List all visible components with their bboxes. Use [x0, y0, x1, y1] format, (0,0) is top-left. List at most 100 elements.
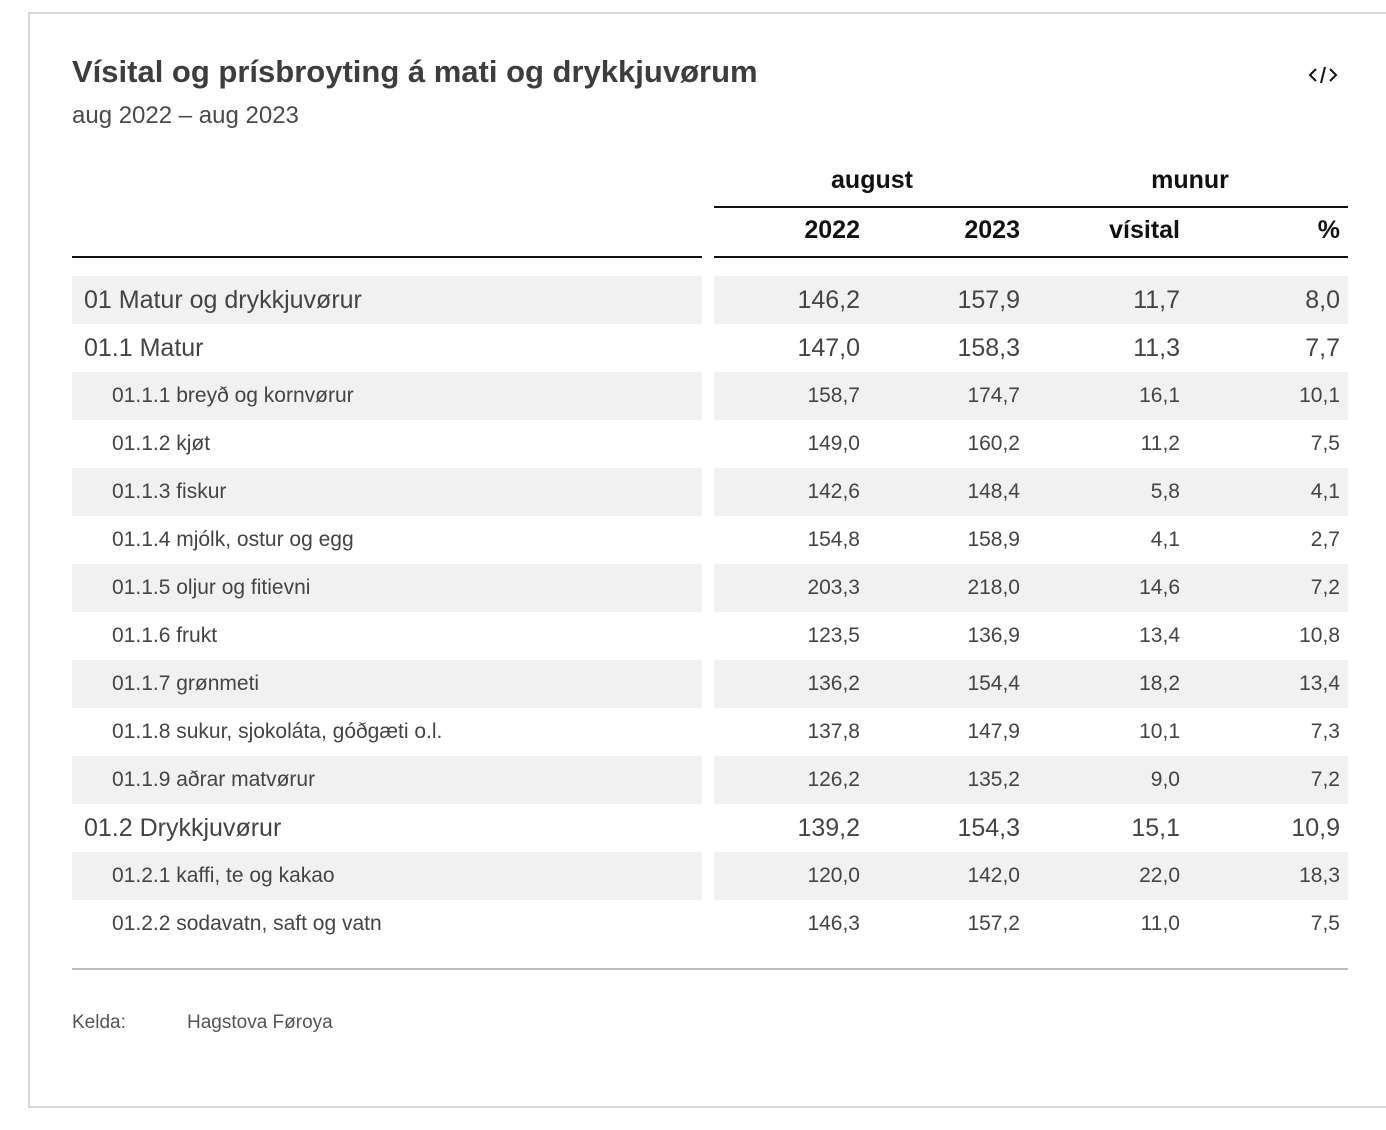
- row-label: 01.1.4 mjólk, ostur og egg: [112, 528, 354, 551]
- table-row: 01.2.1 kaffi, te og kakao 120,0 142,0 22,0 1…: [72, 852, 1348, 900]
- row-label: 01.1.5 oljur og fitievni: [112, 576, 311, 599]
- header-rule-left: [72, 256, 702, 258]
- value-2023: 147,9: [967, 720, 1020, 743]
- row-label-background: [72, 276, 702, 324]
- table-row: 01.1.4 mjólk, ostur og egg 154,8 158,9 4,1 2…: [72, 516, 1348, 564]
- value-percent: 2,7: [1310, 528, 1340, 551]
- table-row: 01.2.2 sodavatn, saft og vatn 146,3 157,2 1…: [72, 900, 1348, 948]
- table-row: 01 Matur og drykkjuvørur 146,2 157,9 11,7 8,…: [72, 276, 1348, 324]
- row-label-background: [72, 564, 702, 612]
- value-2022: 126,2: [807, 768, 860, 791]
- value-visital: 13,4: [1139, 624, 1180, 647]
- column-group-munur: munur: [1151, 166, 1229, 194]
- table-title: Vísital og prísbroyting á mati og drykkj…: [72, 54, 758, 89]
- column-header-visital: vísital: [1109, 216, 1180, 244]
- table-row: 01.1.6 frukt 123,5 136,9 13,4 10,8: [72, 612, 1348, 660]
- value-2022: 137,8: [807, 720, 860, 743]
- value-2023: 154,3: [957, 814, 1020, 842]
- value-2022: 142,6: [807, 480, 860, 503]
- value-percent: 10,1: [1299, 384, 1340, 407]
- table-row: 01.1.9 aðrar matvørur 126,2 135,2 9,0 7,2: [72, 756, 1348, 804]
- value-visital: 5,8: [1150, 480, 1180, 503]
- value-percent: 7,7: [1305, 334, 1340, 362]
- row-label: 01.1.2 kjøt: [112, 432, 211, 455]
- row-label: 01.1 Matur: [84, 334, 204, 362]
- row-label: 01.1.3 fiskur: [112, 480, 227, 503]
- value-2023: 218,0: [967, 576, 1020, 599]
- value-percent: 7,5: [1310, 912, 1340, 935]
- group-header-rule: [714, 206, 1348, 208]
- value-2022: 139,2: [797, 814, 860, 842]
- value-percent: 7,2: [1310, 768, 1340, 791]
- value-2022: 146,3: [807, 912, 860, 935]
- value-2022: 120,0: [807, 864, 860, 887]
- table-row: 01.1 Matur 147,0 158,3 11,3 7,7: [72, 324, 1348, 372]
- row-label-background: [72, 660, 702, 708]
- row-label: 01.2 Drykkjuvørur: [84, 814, 282, 842]
- row-values-background: [714, 468, 1348, 516]
- value-visital: 11,0: [1140, 912, 1180, 935]
- code-embed-icon[interactable]: [1306, 58, 1340, 92]
- column-header-2022: 2022: [804, 216, 860, 244]
- row-label: 01.1.8 sukur, sjokoláta, góðgæti o.l.: [112, 720, 443, 743]
- value-visital: 11,7: [1133, 286, 1180, 314]
- value-percent: 7,5: [1310, 432, 1340, 455]
- value-percent: 4,1: [1310, 480, 1340, 503]
- value-2023: 174,7: [967, 384, 1020, 407]
- value-2023: 160,2: [967, 432, 1020, 455]
- value-visital: 16,1: [1139, 384, 1180, 407]
- value-visital: 18,2: [1139, 672, 1180, 695]
- row-values-background: [714, 660, 1348, 708]
- row-label: 01.1.7 grønmeti: [112, 672, 260, 695]
- row-label: 01.1.6 frukt: [112, 624, 218, 647]
- value-2023: 157,9: [957, 286, 1020, 314]
- source-label: Kelda:: [72, 1012, 126, 1033]
- row-label: 01.2.2 sodavatn, saft og vatn: [112, 912, 382, 935]
- row-label-background: [72, 468, 702, 516]
- value-2023: 157,2: [967, 912, 1020, 935]
- row-values-background: [714, 372, 1348, 420]
- table-bottom-rule: [72, 968, 1348, 970]
- row-label-background: [72, 756, 702, 804]
- value-2022: 147,0: [797, 334, 860, 362]
- row-label: 01.2.1 kaffi, te og kakao: [112, 864, 335, 887]
- value-percent: 7,3: [1310, 720, 1340, 743]
- row-values-background: [714, 852, 1348, 900]
- value-2023: 135,2: [967, 768, 1020, 791]
- value-visital: 14,6: [1139, 576, 1180, 599]
- table-row: 01.1.2 kjøt 149,0 160,2 11,2 7,5: [72, 420, 1348, 468]
- table-row: 01.1.3 fiskur 142,6 148,4 5,8 4,1: [72, 468, 1348, 516]
- table-card: Vísital og prísbroyting á mati og drykkj…: [28, 12, 1386, 1108]
- value-visital: 11,2: [1140, 432, 1180, 455]
- value-percent: 7,2: [1310, 576, 1340, 599]
- column-group-august: august: [831, 166, 913, 194]
- row-label: 01.1.9 aðrar matvørur: [112, 768, 316, 791]
- row-values-background: [714, 756, 1348, 804]
- value-visital: 15,1: [1131, 814, 1180, 842]
- value-2023: 158,9: [967, 528, 1020, 551]
- row-label-background: [72, 852, 702, 900]
- value-2023: 148,4: [967, 480, 1020, 503]
- table-row: 01.1.8 sukur, sjokoláta, góðgæti o.l. 137…: [72, 708, 1348, 756]
- value-2023: 142,0: [967, 864, 1020, 887]
- row-values-background: [714, 276, 1348, 324]
- value-visital: 11,3: [1133, 334, 1180, 362]
- table-row: 01.1.7 grønmeti 136,2 154,4 18,2 13,4: [72, 660, 1348, 708]
- value-visital: 22,0: [1139, 864, 1180, 887]
- value-2022: 146,2: [797, 286, 860, 314]
- value-visital: 4,1: [1150, 528, 1180, 551]
- row-label: 01 Matur og drykkjuvørur: [84, 286, 362, 314]
- value-2023: 158,3: [957, 334, 1020, 362]
- value-2022: 158,7: [807, 384, 860, 407]
- value-2022: 149,0: [807, 432, 860, 455]
- column-header-percent: %: [1317, 216, 1340, 244]
- value-percent: 10,9: [1291, 814, 1340, 842]
- source-value: Hagstova Føroya: [187, 1012, 333, 1033]
- value-percent: 8,0: [1305, 286, 1340, 314]
- table-row: 01.2 Drykkjuvørur 139,2 154,3 15,1 10,9: [72, 804, 1348, 852]
- value-2022: 154,8: [807, 528, 860, 551]
- value-2023: 136,9: [967, 624, 1020, 647]
- value-percent: 13,4: [1299, 672, 1340, 695]
- row-label-background: [72, 372, 702, 420]
- value-2022: 136,2: [807, 672, 860, 695]
